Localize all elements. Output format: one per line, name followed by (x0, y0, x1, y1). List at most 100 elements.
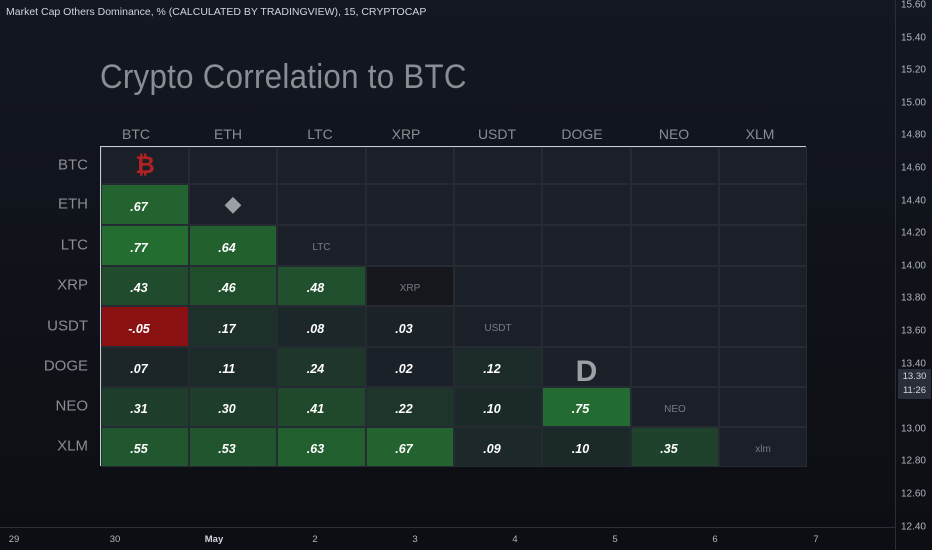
cell-xrp-neo (631, 266, 719, 306)
cell-ltc-eth: .64 (189, 225, 277, 266)
column-header-neo: NEO (658, 126, 690, 142)
correlation-value: .10 (483, 402, 501, 416)
price-axis[interactable]: 15.60 15.40 15.20 15.00 14.80 14.60 14.40 14.20… (895, 0, 932, 550)
row-header-xrp: XRP (57, 276, 88, 294)
cell-doge-xlm (719, 347, 807, 387)
cell-xrp-xlm (719, 266, 807, 306)
cell-eth-usdt (454, 184, 542, 225)
column-header-usdt: USDT (477, 126, 517, 142)
cell-xlm-eth: .53 (189, 427, 277, 467)
diagonal-label: LTC (312, 242, 331, 253)
cell-neo-eth: .30 (189, 387, 277, 427)
correlation-value: -.05 (128, 321, 150, 336)
cell-xrp-btc: .43 (101, 266, 189, 306)
correlation-value: .75 (571, 402, 590, 416)
price-tick: 15.60 (900, 0, 926, 11)
cell-usdt-xlm (719, 306, 807, 347)
cell-doge-eth: .11 (189, 347, 277, 387)
correlation-value: .24 (306, 362, 325, 376)
price-tick: 13.80 (900, 292, 926, 304)
correlation-value: .48 (306, 281, 325, 295)
time-tick: 7 (813, 534, 819, 545)
price-tick: 15.20 (900, 64, 926, 76)
time-tick: 6 (712, 534, 718, 545)
correlation-value: .17 (218, 321, 236, 336)
cell-btc-ltc (277, 147, 366, 184)
correlation-value: .31 (130, 402, 148, 416)
cell-eth-xrp (366, 184, 454, 225)
row-header-usdt: USDT (47, 317, 88, 334)
column-header-btc: BTC (122, 126, 150, 142)
time-tick: 4 (512, 534, 518, 545)
correlation-value: .22 (395, 402, 413, 416)
cell-xrp-xrp: XRP (366, 266, 454, 306)
price-tick: 13.00 (900, 423, 926, 435)
cell-usdt-doge (542, 306, 631, 347)
cell-eth-xlm (719, 184, 807, 225)
cell-doge-neo (631, 347, 719, 387)
diagonal-label: XRP (399, 282, 421, 294)
cell-xrp-eth: .46 (189, 266, 277, 306)
cell-neo-ltc: .41 (277, 387, 366, 427)
correlation-value: .46 (218, 281, 236, 295)
correlation-value: .41 (306, 402, 325, 416)
correlation-value: .30 (218, 402, 236, 416)
price-tick: 14.80 (900, 129, 926, 141)
correlation-value: .77 (130, 240, 148, 255)
price-tick: 14.20 (900, 227, 926, 239)
cell-neo-btc: .31 (101, 387, 189, 427)
price-tag-countdown: 11:26 (902, 385, 927, 396)
cell-xlm-neo: .35 (631, 427, 719, 467)
time-tick: 3 (412, 534, 418, 545)
cell-xlm-usdt: .09 (454, 427, 542, 467)
cell-ltc-xrp (366, 225, 454, 266)
cell-xlm-ltc: .63 (277, 427, 366, 467)
price-tick: 14.00 (900, 260, 926, 272)
correlation-value: .07 (130, 362, 148, 376)
correlation-value: .43 (130, 281, 148, 295)
time-tick: May (204, 534, 224, 545)
correlation-value: .08 (306, 321, 325, 336)
price-tick: 12.80 (900, 455, 926, 467)
correlation-matrix: ₿ .67 ◆ .77 .64 LTC .43 .46 .48 XRP -.05 .17 .08 .03 U… (100, 146, 807, 467)
cell-usdt-usdt: USDT (454, 306, 542, 347)
cell-doge-btc: .07 (101, 347, 189, 387)
cell-doge-doge: D (542, 347, 631, 388)
cell-btc-usdt (454, 147, 542, 184)
correlation-value: .09 (483, 442, 501, 456)
cell-doge-ltc: .24 (277, 347, 366, 387)
correlation-value: .02 (395, 362, 413, 376)
price-tick: 12.60 (900, 488, 926, 500)
price-tick: 15.00 (900, 97, 926, 109)
cell-ltc-ltc: LTC (277, 225, 366, 266)
diagonal-label: NEO (664, 403, 686, 415)
cell-btc-btc: ₿ (101, 147, 189, 184)
time-axis[interactable]: 29 30 May 2 3 4 5 6 7 (0, 527, 896, 550)
cell-btc-doge (542, 147, 631, 184)
cell-xrp-doge (542, 266, 631, 306)
cell-eth-doge (542, 184, 631, 225)
cell-doge-usdt: .12 (454, 347, 542, 387)
cell-usdt-btc: -.05 (101, 306, 189, 347)
cell-eth-neo (631, 184, 719, 225)
cell-neo-doge: .75 (542, 387, 631, 427)
cell-neo-xlm (719, 387, 807, 427)
correlation-value: .53 (218, 442, 236, 456)
cell-usdt-eth: .17 (189, 306, 277, 347)
cell-xrp-ltc: .48 (277, 266, 366, 306)
cell-eth-eth: ◆ (189, 184, 277, 225)
cell-ltc-usdt (454, 225, 542, 266)
correlation-value: .03 (395, 321, 413, 336)
price-tick: 13.40 (900, 358, 926, 370)
column-header-xrp: XRP (391, 126, 421, 142)
row-header-neo: NEO (55, 397, 88, 415)
cell-xlm-xlm: xlm (719, 427, 807, 467)
cell-doge-xrp: .02 (366, 347, 454, 387)
cell-eth-ltc (277, 184, 366, 225)
row-header-ltc: LTC (60, 236, 88, 253)
diagonal-label: USDT (484, 323, 512, 334)
cell-xlm-btc: .55 (101, 427, 189, 467)
cell-btc-eth (189, 147, 277, 184)
time-tick: 5 (612, 534, 618, 545)
row-header-btc: BTC (58, 156, 88, 173)
